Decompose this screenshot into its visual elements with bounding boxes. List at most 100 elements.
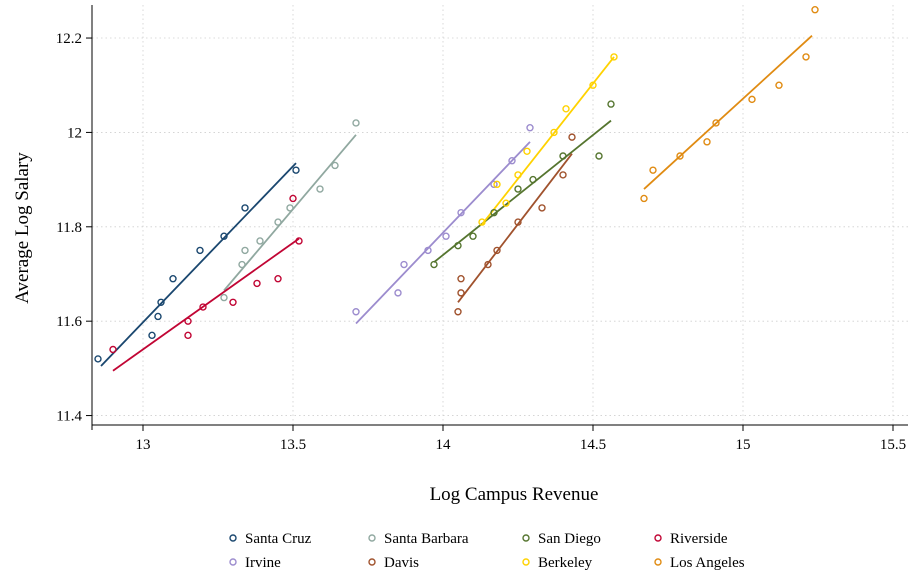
y-tick-label: 12: [67, 125, 82, 141]
point-santa-barbara: [286, 204, 294, 212]
point-los-angeles: [802, 53, 810, 61]
point-riverside: [199, 303, 207, 311]
point-davis: [568, 133, 576, 141]
x-tick-label: 14.5: [580, 437, 606, 453]
legend-label-santa-cruz: Santa Cruz: [245, 531, 312, 547]
legend-label-los-angeles: Los Angeles: [670, 555, 745, 571]
point-irvine: [457, 208, 465, 217]
point-irvine: [442, 232, 450, 240]
x-axis-label: Log Campus Revenue: [430, 484, 599, 505]
point-riverside: [295, 237, 303, 245]
point-los-angeles: [712, 119, 720, 127]
point-santa-cruz: [220, 232, 228, 240]
point-riverside: [289, 194, 297, 203]
point-davis: [559, 171, 567, 179]
y-tick-label: 12.2: [56, 31, 82, 47]
point-berkeley: [589, 81, 597, 89]
x-tick-label: 15: [736, 437, 751, 453]
point-los-angeles: [703, 138, 711, 146]
point-berkeley: [610, 53, 618, 61]
axes: [86, 5, 908, 431]
point-santa-barbara: [331, 161, 339, 170]
point-san-diego: [607, 100, 615, 108]
point-berkeley: [523, 147, 531, 155]
point-santa-barbara: [274, 218, 282, 226]
legend-label-santa-barbara: Santa Barbara: [384, 531, 469, 547]
point-riverside: [274, 275, 282, 283]
point-santa-barbara: [256, 237, 264, 245]
legend-marker-davis: [368, 558, 376, 566]
point-riverside: [109, 345, 117, 354]
x-tick-label: 13.5: [280, 437, 306, 453]
x-tick-label: 15.5: [880, 437, 906, 453]
point-riverside: [184, 331, 192, 340]
y-tick-label: 11.4: [56, 409, 82, 425]
point-irvine: [352, 308, 360, 316]
point-los-angeles: [676, 152, 684, 160]
point-irvine: [394, 289, 402, 297]
point-davis: [538, 204, 546, 212]
point-davis: [454, 308, 462, 316]
point-berkeley: [478, 218, 486, 226]
point-los-angeles: [640, 194, 648, 203]
fit-line-berkeley: [481, 56, 615, 225]
point-davis: [457, 275, 465, 283]
fit-line-riverside: [112, 237, 300, 372]
point-santa-barbara: [238, 260, 246, 269]
point-davis: [493, 246, 501, 255]
y-tick-label: 11.6: [56, 314, 82, 330]
legend-marker-irvine: [229, 558, 237, 566]
point-santa-barbara: [220, 293, 228, 302]
y-tick-label: 11.8: [56, 220, 82, 236]
point-los-angeles: [748, 95, 756, 104]
y-axis-label: Average Log Salary: [12, 152, 33, 304]
point-san-diego: [490, 208, 498, 217]
tick-labels: 13 13.5 14 14.5 15 15.5 11.4 11.6 11.8 12 12.2: [56, 31, 906, 453]
point-berkeley: [493, 180, 501, 189]
point-santa-cruz: [196, 246, 204, 255]
x-tick-label: 14: [436, 437, 452, 453]
legend-marker-santa-cruz: [229, 534, 237, 542]
fit-line-santa-barbara: [223, 134, 357, 292]
point-davis: [514, 218, 522, 226]
legend-label-san-diego: San Diego: [538, 531, 601, 547]
x-tick-label: 13: [136, 437, 151, 453]
point-san-diego: [454, 241, 462, 250]
legend-marker-berkeley: [522, 558, 530, 566]
legend: Santa Cruz Santa Barbara San Diego Riversid…: [229, 531, 745, 571]
gridlines: [92, 5, 908, 425]
fit-line-davis: [457, 153, 573, 303]
point-davis: [484, 260, 492, 269]
point-santa-cruz: [154, 312, 162, 321]
point-los-angeles: [775, 81, 783, 89]
point-santa-barbara: [241, 246, 249, 255]
legend-marker-riverside: [654, 534, 662, 542]
point-riverside: [229, 298, 237, 307]
data-points: [94, 6, 819, 363]
point-riverside: [253, 279, 261, 288]
point-irvine: [424, 246, 432, 255]
point-san-diego: [559, 152, 567, 160]
legend-label-berkeley: Berkeley: [538, 555, 593, 571]
fit-line-los-angeles: [643, 35, 813, 190]
point-santa-barbara: [352, 119, 360, 127]
point-santa-barbara: [316, 185, 324, 193]
fit-line-irvine: [355, 141, 531, 325]
legend-label-davis: Davis: [384, 555, 419, 571]
point-berkeley: [514, 171, 522, 179]
point-irvine: [490, 180, 498, 189]
point-san-diego: [514, 185, 522, 193]
point-berkeley: [502, 199, 510, 207]
point-san-diego: [430, 260, 438, 269]
point-san-diego: [595, 152, 603, 160]
point-irvine: [526, 123, 534, 132]
point-san-diego: [469, 232, 477, 240]
legend-marker-los-angeles: [654, 558, 662, 566]
point-santa-cruz: [148, 331, 156, 340]
point-irvine: [508, 157, 516, 165]
legend-label-irvine: Irvine: [245, 555, 281, 571]
point-berkeley: [550, 128, 558, 137]
point-santa-cruz: [157, 298, 165, 307]
legend-marker-san-diego: [522, 534, 530, 542]
